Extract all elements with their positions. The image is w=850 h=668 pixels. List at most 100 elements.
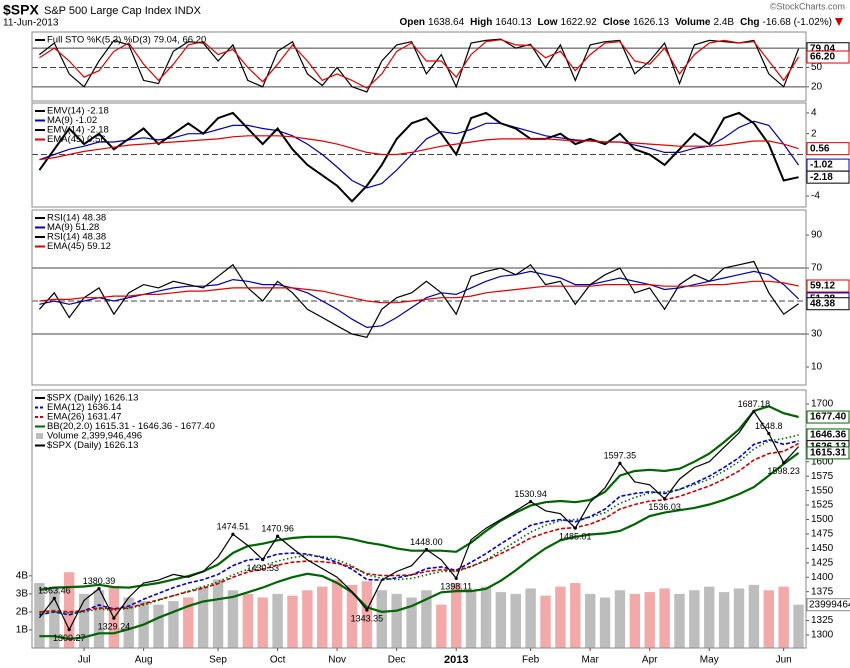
volume-bar xyxy=(614,590,626,648)
value-tag xyxy=(806,410,850,424)
legend-label: Full STO %K(5,3) %D(3) 79.04, 66.20 xyxy=(47,35,206,46)
value-tag xyxy=(806,142,850,156)
y-tick-label: 50 xyxy=(811,62,823,73)
price-point xyxy=(231,532,235,536)
volume-bar xyxy=(644,592,655,648)
y-tick-label: 1425 xyxy=(811,557,834,568)
y-tick-label: 2 xyxy=(811,128,817,139)
price-label: 1597.35 xyxy=(604,451,637,461)
legend-label: MA(9) 51.28 xyxy=(47,222,99,233)
x-tick-label: Nov xyxy=(328,655,346,666)
price-point xyxy=(275,534,280,538)
price-label: 1398.11 xyxy=(440,582,472,592)
y-tick-label: 1400 xyxy=(811,572,834,583)
quote-value: -16.68 (-1.02%) xyxy=(763,17,832,28)
value-tag-label: 66.20 xyxy=(810,52,835,63)
volume-tag-label: 2399946496 xyxy=(809,599,850,610)
price-point xyxy=(767,431,771,436)
y-tick-label: 1600 xyxy=(811,456,834,467)
x-tick-label: Apr xyxy=(642,655,658,666)
legend-label: EMA(12) 1636.14 xyxy=(47,402,121,413)
volume-bar xyxy=(376,590,387,648)
y-tick-label: 10 xyxy=(811,362,823,373)
legend-label: EMV(14) -2.18 xyxy=(47,125,109,136)
price-label: 1363.46 xyxy=(38,586,71,596)
value-tag-label: 0.56 xyxy=(810,143,830,154)
legend-label: EMA(26) 1631.47 xyxy=(47,412,121,423)
price-label: 1380.39 xyxy=(83,576,116,586)
volume-bar xyxy=(361,581,373,648)
legend-label: $SPX (Daily) 1626.13 xyxy=(47,393,138,404)
volume-bar xyxy=(421,590,432,648)
price-point xyxy=(424,547,429,552)
quote-value: 1622.92 xyxy=(561,17,598,28)
volume-bar xyxy=(525,588,536,648)
price-point xyxy=(618,461,622,465)
quote-label: Volume xyxy=(675,17,711,28)
volume-bar xyxy=(302,590,313,648)
value-tag xyxy=(806,170,850,184)
price-point xyxy=(573,526,577,530)
price-point xyxy=(52,596,56,600)
volume-bar xyxy=(718,592,730,648)
price-label: 1687.18 xyxy=(738,399,771,409)
volume-bar xyxy=(287,595,298,648)
x-tick-label: Aug xyxy=(135,655,153,666)
price-point xyxy=(261,558,265,562)
price-point xyxy=(529,500,533,504)
legend-swatch xyxy=(36,433,43,439)
value-tag-label: 59.12 xyxy=(810,281,835,292)
legend-label: EMA(45) 59.12 xyxy=(47,241,111,252)
y2-tick-label: 4B xyxy=(16,570,29,581)
volume-bar xyxy=(748,584,760,648)
volume-bar xyxy=(480,586,492,648)
y-tick-label: 90 xyxy=(811,230,823,241)
price-label: 1309.27 xyxy=(53,633,86,643)
y2-tick-label: 3B xyxy=(16,589,29,600)
y-tick-label: -4 xyxy=(811,191,820,202)
legend-label: EMV(14) -2.18 xyxy=(47,106,109,117)
volume-bar xyxy=(153,604,164,648)
y-tick-label: 1300 xyxy=(811,630,834,641)
quote-label: Open xyxy=(399,17,425,28)
volume-bar xyxy=(93,590,105,648)
line xyxy=(39,39,800,89)
volume-bar xyxy=(763,590,774,648)
y-tick-label: 1375 xyxy=(811,586,834,597)
panel-frame xyxy=(31,209,807,386)
legend-label: BB(20,2.0) 1615.31 - 1646.36 - 1677.40 xyxy=(47,421,215,432)
x-tick-label: 2013 xyxy=(444,654,468,666)
line xyxy=(39,135,799,161)
legend-label: MA(9) -1.02 xyxy=(47,115,97,126)
price-label: 1474.51 xyxy=(217,522,250,532)
quote-label: High xyxy=(470,17,492,28)
volume-bar xyxy=(510,593,521,648)
panel-frame xyxy=(31,31,807,102)
volume-bar xyxy=(123,597,134,648)
volume-bar xyxy=(257,597,268,648)
volume-bar xyxy=(391,593,402,648)
volume-bar xyxy=(227,590,239,648)
volume-bar xyxy=(689,590,700,648)
volume-bar xyxy=(49,586,60,648)
y2-tick-label: 2B xyxy=(16,607,29,618)
volume-bar xyxy=(64,572,75,648)
price-label: 1598.23 xyxy=(767,466,800,476)
y-tick-label: 20 xyxy=(811,81,823,92)
price-label: 1343.35 xyxy=(351,613,384,623)
legend-label: EMA(45) 0.56 xyxy=(47,134,106,145)
volume-bar xyxy=(733,588,745,648)
y-tick-label: 1550 xyxy=(811,485,834,496)
price-label: 1648.8 xyxy=(755,421,783,431)
line xyxy=(38,111,799,203)
date: 11-Jun-2013 xyxy=(3,18,59,29)
price-point xyxy=(67,628,71,632)
volume-bar xyxy=(495,592,507,648)
price-point xyxy=(782,461,786,465)
price-point xyxy=(752,409,756,413)
y-tick-label: 1450 xyxy=(811,543,834,554)
x-tick-label: Jun xyxy=(776,655,792,666)
legend-label: $SPX (Daily) 1626.13 xyxy=(47,440,138,451)
